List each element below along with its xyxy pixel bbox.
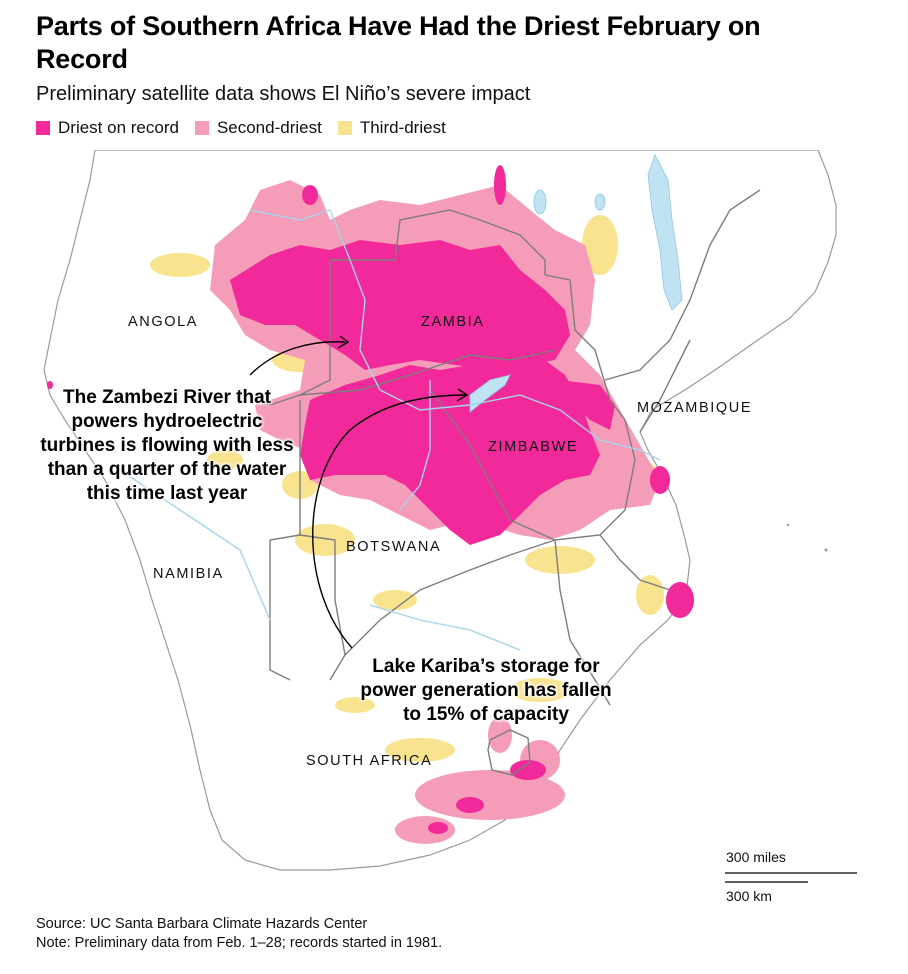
label-zimbabwe: ZIMBABWE (488, 439, 579, 455)
legend-label-driest: Driest on record (58, 118, 179, 137)
label-mozambique: MOZAMBIQUE (637, 400, 753, 416)
source-note: Source: UC Santa Barbara Climate Hazards… (36, 916, 368, 932)
legend-label-third: Third-driest (359, 118, 446, 137)
label-zambia: ZAMBIA (421, 314, 485, 330)
lake-malawi (647, 153, 683, 311)
page-title: Parts of Southern Africa Have Had the Dr… (36, 11, 761, 74)
scale-label-miles: 300 miles (726, 849, 786, 865)
legend-swatch-third (337, 121, 352, 135)
data-note: Note: Preliminary data from Feb. 1–28; r… (36, 935, 443, 951)
legend-item-driest: Driest on record (36, 117, 179, 139)
legend-item-third: Third-driest (337, 117, 446, 139)
legend-swatch-driest (36, 121, 50, 135)
legend-label-second: Second-driest (216, 118, 322, 137)
annotation-zambezi: The Zambezi River that powers hydroelect… (40, 387, 294, 504)
footer: Source: UC Santa Barbara Climate Hazards… (36, 915, 442, 953)
annotation-arrows (249, 335, 469, 649)
legend: Driest on record Second-driest Third-dri… (36, 117, 446, 139)
country-borders (244, 189, 761, 776)
label-botswana: BOTSWANA (346, 539, 442, 555)
southern-africa-map (43, 150, 857, 883)
scale-label-km: 300 km (726, 888, 772, 904)
legend-swatch-second (194, 121, 209, 135)
page-subtitle: Preliminary satellite data shows El Niño… (36, 83, 531, 105)
driest-areas (47, 165, 694, 834)
legend-item-second: Second-driest (194, 117, 322, 139)
rivers (119, 209, 661, 651)
label-angola: ANGOLA (128, 314, 199, 330)
label-namibia: NAMIBIA (153, 566, 224, 582)
annotation-kariba: Lake Kariba’s storage for power generati… (360, 656, 612, 725)
label-south-africa: SOUTH AFRICA (306, 753, 433, 769)
